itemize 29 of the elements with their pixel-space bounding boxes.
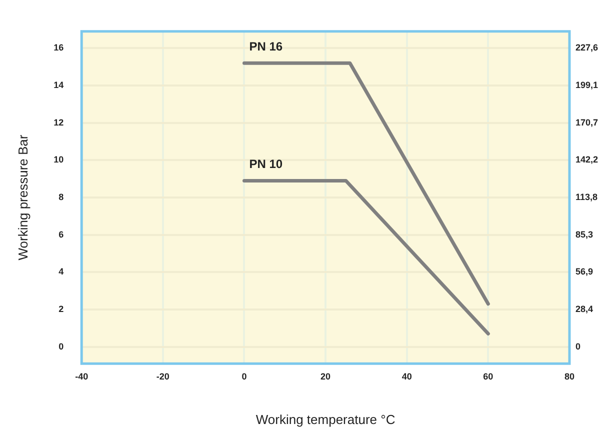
series-label: PN 16	[249, 39, 283, 54]
y2-tick-label: 113,8	[575, 192, 598, 202]
y-tick-label: 8	[58, 192, 64, 202]
x-tick-label: 40	[402, 371, 412, 382]
x-tick-label: -20	[156, 371, 170, 382]
y-tick-label: 16	[54, 42, 64, 53]
y2-tick-label: 28,4	[575, 304, 594, 314]
series-label: PN 10	[249, 157, 283, 172]
y2-tick-label: 170,7	[575, 117, 598, 128]
y-tick-label: 14	[54, 80, 64, 90]
x-tick-label: 60	[483, 371, 494, 382]
x-axis-title: Working temperature °C	[256, 412, 396, 427]
x-tick-label: 0	[242, 371, 247, 382]
y-tick-label: 10	[54, 154, 64, 165]
y-tick-label: 12	[54, 117, 64, 128]
y2-tick-label: 85,3	[575, 229, 594, 240]
y2-tick-label: 142,2	[575, 154, 598, 165]
y-tick-label: 6	[58, 229, 64, 240]
x-tick-label: -40	[75, 371, 88, 382]
x-tick-label: 80	[564, 371, 574, 382]
y2-tick-label: 227,6	[575, 42, 598, 53]
x-tick-label: 20	[320, 371, 331, 382]
y2-tick-label: 0	[575, 341, 580, 352]
y-tick-label: 2	[58, 304, 64, 314]
y2-tick-label: 199,1	[575, 80, 598, 90]
y-tick-label: 0	[58, 341, 64, 352]
y2-tick-label: 56,9	[575, 266, 594, 277]
y-axis-title: Working pressure Bar	[15, 134, 30, 260]
y-tick-label: 4	[58, 266, 64, 277]
